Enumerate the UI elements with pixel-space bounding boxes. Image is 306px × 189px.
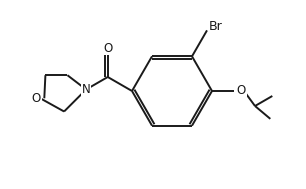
Text: O: O — [236, 84, 246, 98]
Text: O: O — [103, 42, 112, 54]
Text: O: O — [32, 92, 41, 105]
Text: N: N — [82, 83, 91, 96]
Text: Br: Br — [209, 20, 223, 33]
